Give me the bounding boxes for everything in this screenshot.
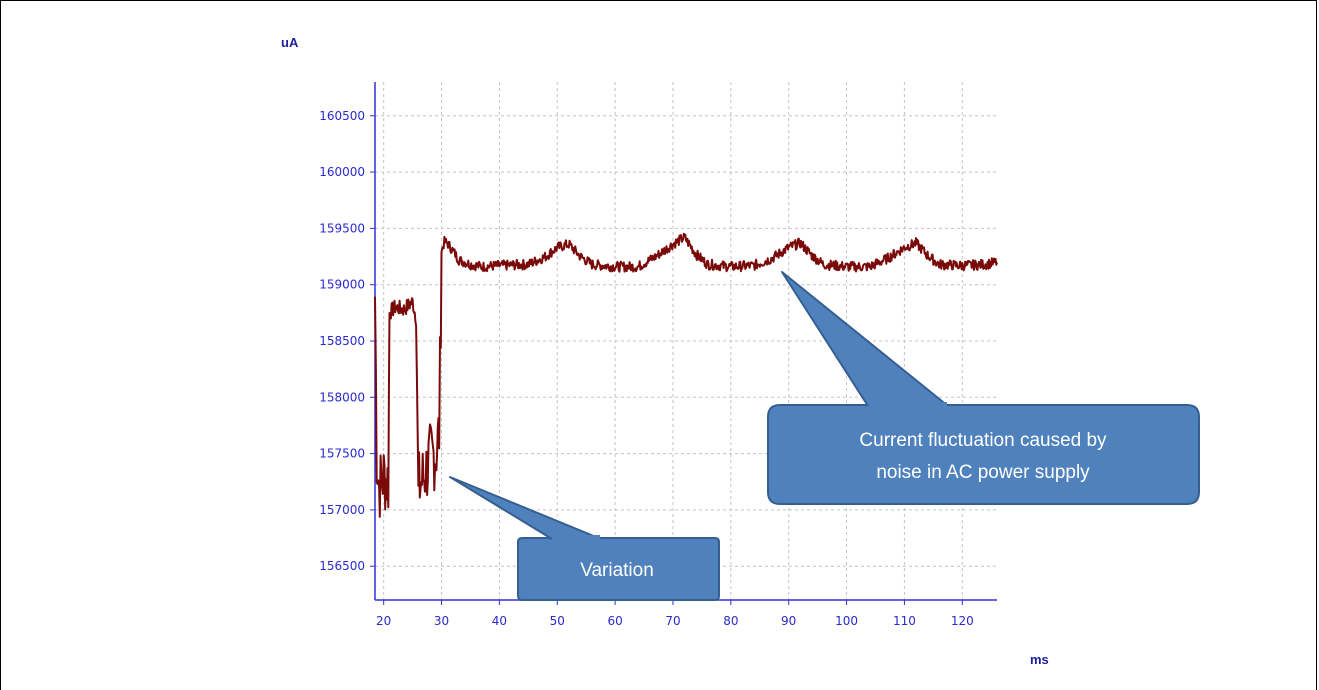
y-tick-label: 158000 <box>319 390 365 404</box>
x-tick-label: 40 <box>492 614 507 628</box>
y-tick-label: 156500 <box>319 559 365 573</box>
callout-variation-shape <box>517 537 720 601</box>
callout-fluctuation-text-line2: noise in AC power supply <box>876 462 1090 483</box>
callout-fluctuation-shape <box>767 404 1200 505</box>
y-tick-label: 158500 <box>319 334 365 348</box>
x-tick-label: 80 <box>723 614 738 628</box>
axes <box>370 82 997 605</box>
x-tick-label: 50 <box>550 614 565 628</box>
y-tick-label: 157000 <box>319 503 365 517</box>
x-axis-title: ms <box>1030 652 1049 667</box>
callout-fluctuation-text-line1: Current fluctuation caused by <box>859 430 1107 451</box>
y-axis-title: uA <box>281 35 299 50</box>
tick-labels: 20 30 40 50 60 70 80 90 100 110 120 156500 157000 157… <box>319 109 974 628</box>
callout-variation: Variation <box>449 476 720 601</box>
callout-fluctuation-pointer <box>781 271 949 407</box>
x-tick-label: 70 <box>665 614 680 628</box>
x-tick-label: 60 <box>607 614 622 628</box>
y-tick-label: 160000 <box>319 165 365 179</box>
x-tick-label: 20 <box>376 614 391 628</box>
series-line <box>374 232 998 518</box>
grid <box>375 82 997 600</box>
x-tick-label: 110 <box>893 614 916 628</box>
callout-fluctuation: Current fluctuation caused by noise in A… <box>767 271 1200 505</box>
y-tick-label: 159000 <box>319 278 365 292</box>
x-tick-label: 120 <box>951 614 974 628</box>
callout-variation-pointer <box>449 476 602 540</box>
x-tick-label: 100 <box>835 614 858 628</box>
y-tick-label: 159500 <box>319 221 365 235</box>
x-tick-label: 30 <box>434 614 449 628</box>
y-tick-label: 160500 <box>319 109 365 123</box>
x-tick-label: 90 <box>781 614 796 628</box>
series-layer <box>374 232 998 518</box>
y-tick-label: 157500 <box>319 447 365 461</box>
callout-variation-text: Variation <box>580 560 654 581</box>
